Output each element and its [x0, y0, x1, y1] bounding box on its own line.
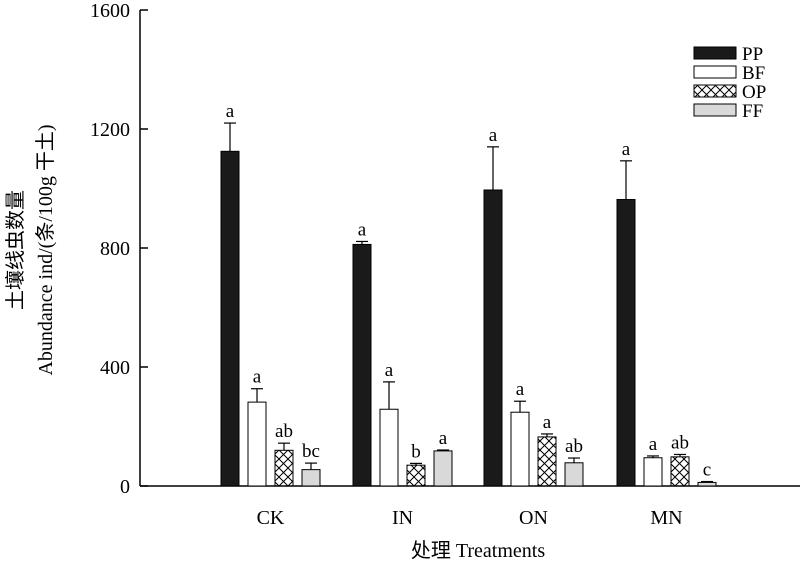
y-axis-label-english: Abundance ind/(条/100g 干土): [34, 124, 57, 375]
y-tick-label: 400: [100, 357, 130, 379]
bar-pp-mn: [616, 199, 636, 487]
significance-letter: bc: [302, 441, 320, 462]
legend-label-op: OP: [742, 82, 766, 103]
x-tick-label-on: ON: [519, 507, 548, 529]
significance-letter: ab: [565, 436, 583, 457]
y-tick-label: 1600: [90, 0, 130, 22]
bar-bf-ck: [247, 401, 267, 487]
bar-pp-in: [352, 243, 372, 487]
significance-letter: a: [358, 219, 367, 240]
significance-letter: ab: [671, 432, 689, 453]
x-tick-label-ck: CK: [257, 507, 285, 529]
significance-letter: b: [411, 441, 421, 462]
significance-letter: a: [489, 125, 498, 146]
significance-letter: ab: [275, 421, 293, 442]
legend-swatch-ff: [693, 103, 737, 117]
bar-bf-mn: [643, 457, 663, 487]
significance-letter: a: [385, 360, 394, 381]
y-axis-label-chinese: 土壤线虫数量: [4, 190, 27, 310]
x-axis-label: 处理 Treatments: [411, 539, 545, 562]
bar-op-in: [406, 464, 426, 487]
legend-swatch-bf: [693, 65, 737, 79]
significance-letter: a: [516, 379, 525, 400]
legend-swatch-pp: [693, 46, 737, 60]
legend-label-pp: PP: [742, 44, 763, 65]
significance-letter: a: [226, 101, 235, 122]
x-tick-label-in: IN: [392, 507, 413, 529]
legend-label-bf: BF: [742, 63, 765, 84]
significance-letter: c: [703, 460, 711, 481]
significance-letter: a: [253, 367, 262, 388]
bar-ff-mn: [697, 481, 717, 487]
bar-ff-ck: [301, 469, 321, 487]
bar-bf-in: [379, 408, 399, 487]
bar-op-ck: [274, 449, 294, 487]
x-tick-label-mn: MN: [650, 507, 682, 529]
bar-bf-on: [510, 411, 530, 487]
y-tick-label: 1200: [90, 119, 130, 141]
significance-letter: a: [649, 434, 658, 455]
bar-op-on: [537, 436, 557, 487]
significance-letter: a: [622, 139, 631, 160]
legend-label-ff: FF: [742, 101, 763, 122]
significance-letter: a: [439, 428, 448, 449]
bar-ff-in: [433, 450, 453, 487]
bar-pp-ck: [220, 150, 240, 487]
bar-op-mn: [670, 456, 690, 487]
legend-swatch-op: [693, 84, 737, 98]
y-tick-label: 0: [120, 476, 130, 498]
bar-pp-on: [483, 189, 503, 487]
bar-ff-on: [564, 462, 584, 487]
significance-letter: a: [543, 412, 552, 433]
y-tick-label: 800: [100, 238, 130, 260]
